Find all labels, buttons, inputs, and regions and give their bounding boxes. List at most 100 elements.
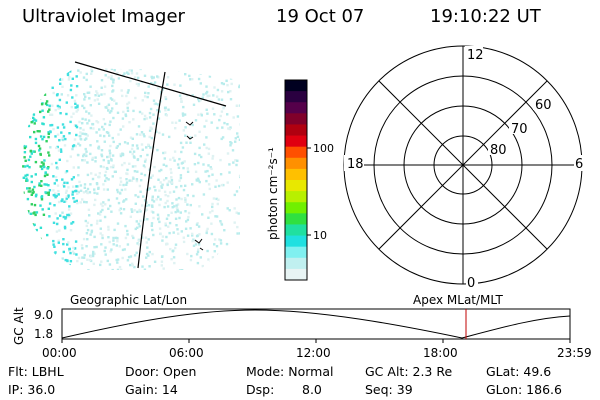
emission-pixel	[85, 154, 88, 158]
emission-pixel	[239, 104, 240, 107]
emission-pixel	[109, 120, 112, 123]
emission-pixel	[178, 179, 181, 182]
emission-pixel	[86, 134, 89, 137]
coastline-mark	[186, 135, 194, 140]
emission-pixel	[216, 202, 219, 206]
emission-pixel	[48, 154, 51, 157]
emission-pixel	[142, 133, 145, 136]
emission-pixel	[53, 204, 56, 207]
mlt-label-6: 6	[575, 157, 583, 172]
emission-pixel	[103, 140, 106, 143]
emission-pixel	[79, 131, 82, 134]
emission-pixel	[43, 93, 47, 96]
emission-pixel	[210, 99, 213, 103]
emission-pixel	[168, 221, 172, 225]
emission-pixel	[106, 155, 109, 159]
emission-pixel	[176, 208, 179, 211]
emission-pixel	[86, 122, 89, 125]
emission-pixel	[79, 127, 82, 130]
emission-pixel	[107, 198, 110, 202]
emission-pixel	[67, 215, 71, 218]
emission-pixel	[35, 211, 39, 214]
emission-pixel	[176, 228, 179, 231]
emission-pixel	[134, 165, 137, 168]
emission-pixel	[100, 149, 104, 152]
emission-pixel	[168, 191, 172, 194]
emission-pixel	[219, 220, 222, 223]
emission-pixel	[106, 259, 109, 263]
emission-pixel	[77, 190, 80, 194]
emission-pixel	[197, 225, 201, 228]
emission-pixel	[128, 179, 131, 182]
emission-pixel	[87, 208, 91, 211]
emission-pixel	[26, 179, 29, 182]
emission-pixel	[144, 236, 148, 239]
emission-pixel	[70, 115, 73, 119]
emission-pixel	[121, 256, 124, 260]
emission-pixel	[75, 253, 78, 256]
emission-pixel	[85, 78, 88, 82]
emission-pixel	[100, 86, 103, 89]
emission-pixel	[211, 107, 215, 110]
emission-pixel	[95, 131, 98, 134]
emission-pixel	[192, 194, 195, 198]
emission-pixel	[80, 262, 83, 265]
emission-pixel	[203, 125, 206, 128]
emission-pixel	[205, 108, 208, 111]
emission-pixel	[149, 146, 152, 149]
emission-pixel	[42, 213, 46, 216]
emission-pixel	[177, 166, 181, 169]
emission-pixel	[164, 222, 167, 225]
emission-pixel	[123, 248, 126, 251]
emission-pixel	[64, 200, 68, 203]
emission-pixel	[33, 185, 36, 189]
emission-pixel	[152, 216, 155, 220]
emission-pixel	[182, 166, 185, 170]
emission-pixel	[37, 144, 41, 148]
emission-pixel	[53, 182, 56, 185]
emission-pixel	[83, 106, 86, 110]
colorbar-frame	[284, 79, 308, 281]
emission-pixel	[52, 193, 55, 197]
emission-pixel	[222, 82, 225, 86]
emission-pixel	[117, 133, 120, 136]
emission-pixel	[107, 178, 110, 181]
emission-pixel	[91, 254, 95, 258]
emission-pixel	[55, 230, 59, 233]
emission-pixel	[198, 233, 201, 236]
lat-label-70: 70	[511, 122, 528, 137]
emission-pixel	[66, 73, 70, 77]
emission-pixel	[103, 215, 107, 219]
emission-pixel	[82, 191, 86, 194]
emission-pixel	[178, 94, 182, 97]
emission-pixel	[63, 185, 66, 188]
emission-pixel	[89, 183, 92, 186]
emission-pixel	[121, 94, 124, 98]
emission-pixel	[197, 161, 200, 165]
emission-pixel	[201, 264, 204, 268]
emission-pixel	[151, 228, 154, 232]
emission-pixel	[126, 106, 129, 110]
emission-pixel	[89, 85, 92, 88]
emission-pixel	[181, 161, 185, 164]
emission-pixel	[57, 239, 60, 242]
emission-pixel	[103, 134, 106, 138]
emission-pixel	[61, 257, 64, 260]
emission-pixel	[186, 167, 189, 170]
emission-pixel	[104, 246, 107, 249]
emission-pixel	[43, 183, 46, 186]
colorbar-cell	[285, 246, 307, 259]
emission-pixel	[152, 122, 155, 125]
emission-pixel	[140, 236, 144, 239]
emission-pixel	[133, 254, 137, 257]
emission-pixel	[134, 76, 137, 79]
emission-pixel	[56, 93, 59, 96]
emission-pixel	[102, 128, 105, 131]
emission-pixel	[119, 128, 122, 131]
emission-pixel	[97, 145, 101, 148]
emission-pixel	[77, 153, 80, 157]
emission-pixel	[232, 116, 235, 119]
emission-pixel	[135, 133, 139, 136]
emission-pixel	[40, 198, 44, 201]
emission-pixel	[119, 180, 123, 183]
